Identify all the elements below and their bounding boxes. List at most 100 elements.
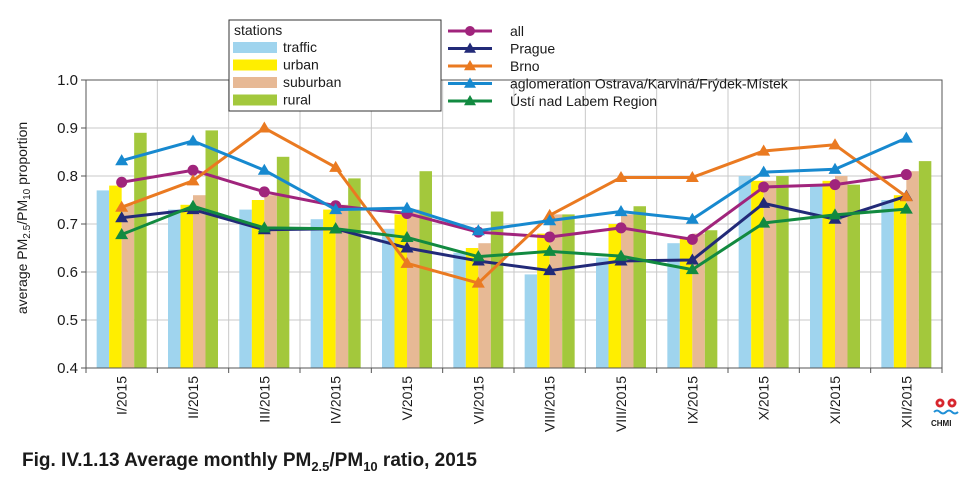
point-all <box>116 176 128 188</box>
x-tick-labels: I/2015 II/2015 III/2015 IV/2015 V/2015 VI/201… <box>114 376 915 432</box>
x-tick-label: X/2015 <box>756 376 772 421</box>
y-tick-label: 0.9 <box>57 120 78 137</box>
caption-suffix: ratio, 2015 <box>377 450 477 471</box>
point-aglomeration-ostrava-karvin-fr-dek-m-stek <box>400 201 414 213</box>
point-aglomeration-ostrava-karvin-fr-dek-m-stek <box>614 205 628 217</box>
point-all <box>758 181 770 193</box>
bar-traffic <box>96 190 110 368</box>
point-st-nad-labem-region <box>685 263 699 275</box>
point-st-nad-labem-region <box>614 249 628 261</box>
point-brno <box>685 170 699 182</box>
y-tick-label: 1.0 <box>57 72 78 89</box>
bar-rural <box>562 214 575 368</box>
bar-traffic <box>738 176 752 368</box>
bar-rural <box>918 161 932 368</box>
bar-suburban <box>407 209 420 368</box>
line-aglomeration-ostrava-karvin-fr-dek-m-stek <box>121 136 907 233</box>
point-aglomeration-ostrava-karvin-fr-dek-m-stek <box>828 162 842 174</box>
caption-sub-2: 10 <box>363 458 378 474</box>
legend-swatch <box>233 94 277 106</box>
bar-suburban <box>835 176 848 368</box>
legend-label: aglomeration Ostrava/Karviná/Frýdek-Míst… <box>510 76 789 92</box>
point-brno <box>828 138 842 150</box>
bar-urban <box>465 248 479 368</box>
y-tick-label: 0.7 <box>57 216 78 233</box>
axes <box>81 79 943 373</box>
bar-urban <box>323 209 336 368</box>
bar-urban <box>251 200 265 368</box>
bar-suburban <box>335 204 349 368</box>
point-st-nad-labem-region <box>400 230 414 242</box>
point-brno <box>899 190 913 202</box>
x-tick-label: I/2015 <box>114 376 130 415</box>
point-all <box>615 222 627 234</box>
bar-rural <box>704 230 718 368</box>
bar-traffic <box>667 243 680 368</box>
y-tick-label: 0.4 <box>57 360 78 377</box>
caption-prefix: Fig. IV.1.13 Average monthly PM <box>22 450 312 471</box>
point-brno <box>257 121 271 133</box>
x-tick-label: VIII/2015 <box>613 376 629 432</box>
point-brno <box>400 256 414 268</box>
legend-marker <box>464 42 476 53</box>
x-tick-label: V/2015 <box>399 376 415 421</box>
point-st-nad-labem-region <box>186 199 200 211</box>
legend-marker <box>464 77 476 88</box>
legend-label: urban <box>283 57 319 73</box>
point-aglomeration-ostrava-karvin-fr-dek-m-stek <box>257 163 271 175</box>
bar-traffic <box>596 257 609 368</box>
y-tick-labels: 0.4 0.5 0.6 0.7 0.8 0.9 1.0 <box>57 72 78 377</box>
line-brno <box>121 126 908 285</box>
bar-traffic <box>524 274 538 368</box>
bar-suburban <box>621 214 634 368</box>
bar-traffic <box>168 209 181 368</box>
point-st-nad-labem-region <box>543 244 557 256</box>
legend-label: Brno <box>510 58 540 74</box>
bar-suburban <box>264 195 277 368</box>
point-aglomeration-ostrava-karvin-fr-dek-m-stek <box>186 134 200 146</box>
point-prague <box>543 264 557 276</box>
line-prague <box>121 194 907 273</box>
point-st-nad-labem-region <box>899 202 913 214</box>
bar-traffic <box>239 209 252 368</box>
bar-rural <box>847 184 860 368</box>
y-label-sub-2: 10 <box>22 188 33 200</box>
point-st-nad-labem-region <box>757 216 771 228</box>
legend-label: Prague <box>510 41 555 57</box>
point-aglomeration-ostrava-karvin-fr-dek-m-stek <box>685 212 699 224</box>
point-all <box>829 179 841 191</box>
bar-suburban <box>121 204 135 368</box>
y-tick-label: 0.6 <box>57 264 78 281</box>
x-tick-label: IX/2015 <box>684 376 700 424</box>
x-tick-label: II/2015 <box>185 376 201 419</box>
x-tick-label: XI/2015 <box>827 376 843 424</box>
bar-series <box>96 130 932 368</box>
line-series <box>115 121 913 288</box>
point-aglomeration-ostrava-karvin-fr-dek-m-stek <box>471 224 485 236</box>
bar-urban <box>608 224 621 368</box>
bar-rural <box>205 130 218 368</box>
bar-suburban <box>906 171 919 368</box>
y-tick-label: 0.8 <box>57 168 78 185</box>
chmi-logo-icon <box>933 398 959 415</box>
point-all <box>187 164 199 176</box>
point-aglomeration-ostrava-karvin-fr-dek-m-stek <box>899 131 913 143</box>
point-brno <box>614 170 628 182</box>
bar-rural <box>490 211 504 368</box>
point-st-nad-labem-region <box>828 208 842 220</box>
legend-marker <box>464 60 476 71</box>
bar-urban <box>180 204 193 368</box>
point-st-nad-labem-region <box>115 228 129 240</box>
point-all <box>900 169 912 181</box>
y-label-part-2: /PM <box>14 200 30 225</box>
legend-swatch <box>233 77 277 88</box>
bar-rural <box>348 178 361 368</box>
point-all <box>686 233 698 245</box>
bar-rural <box>276 156 290 368</box>
point-st-nad-labem-region <box>329 222 343 234</box>
bar-urban <box>109 185 122 368</box>
bar-traffic <box>810 185 823 368</box>
legend-marker <box>465 26 475 36</box>
point-aglomeration-ostrava-karvin-fr-dek-m-stek <box>757 165 771 177</box>
point-prague <box>115 211 129 223</box>
